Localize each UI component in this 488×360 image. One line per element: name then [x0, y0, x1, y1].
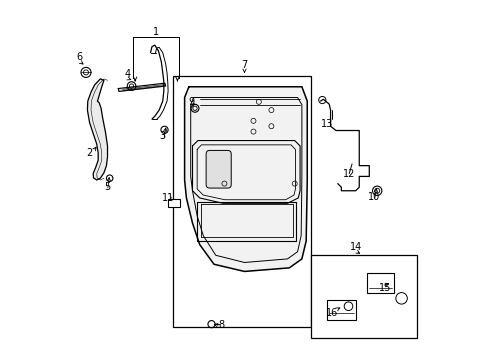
Text: 15: 15	[378, 283, 390, 293]
FancyBboxPatch shape	[206, 150, 231, 188]
Text: 14: 14	[349, 242, 361, 252]
Bar	[326, 300, 355, 320]
Text: 16: 16	[325, 309, 338, 318]
Text: 13: 13	[320, 120, 332, 129]
Text: 6: 6	[76, 52, 82, 62]
Text: 12: 12	[342, 168, 355, 179]
Bar	[172, 76, 310, 327]
Text: 8: 8	[218, 320, 224, 330]
Polygon shape	[118, 83, 165, 91]
Text: 3: 3	[159, 131, 165, 141]
Text: 4: 4	[124, 69, 131, 79]
Text: 11: 11	[162, 193, 174, 203]
Text: 5: 5	[104, 182, 110, 192]
Text: 10: 10	[367, 192, 380, 202]
Text: 9: 9	[188, 97, 194, 107]
Bar	[366, 273, 393, 293]
Bar	[310, 255, 416, 338]
Polygon shape	[87, 79, 107, 180]
Text: 2: 2	[86, 148, 93, 158]
Text: 1: 1	[153, 27, 159, 37]
Bar	[167, 199, 180, 207]
Polygon shape	[184, 87, 306, 271]
Text: 7: 7	[241, 60, 247, 70]
